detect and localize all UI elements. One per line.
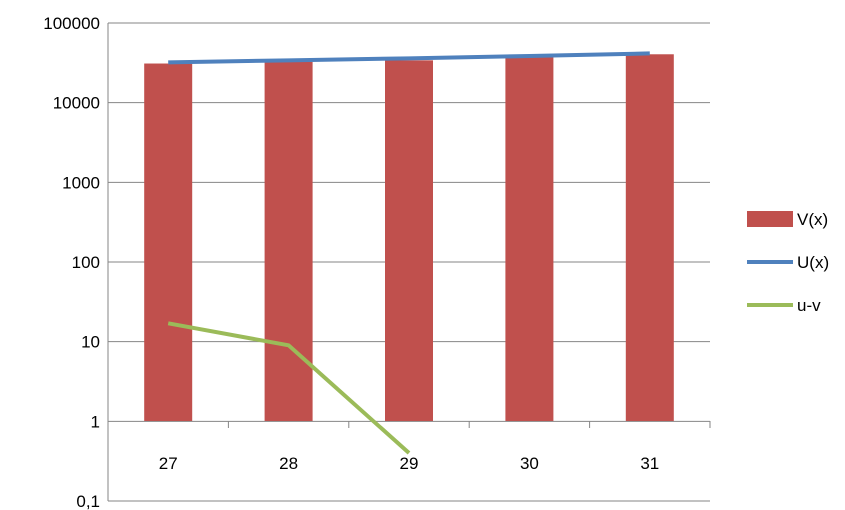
line-series-u-minus-v	[167, 321, 411, 455]
line-series	[167, 51, 650, 455]
x-axis-tick-labels: 27 28 29 30 31	[159, 454, 660, 473]
x-tick-label: 30	[520, 454, 539, 473]
y-axis-tick-labels: 0,1 1 10 100 1000 10000 100000	[43, 14, 100, 510]
bar-series-v	[144, 54, 674, 422]
legend-swatch-v	[747, 211, 793, 227]
bar-v-28	[264, 61, 313, 421]
legend: V(x) U(x) u-v	[747, 210, 829, 315]
axes	[107, 23, 711, 501]
x-tick-label: 28	[279, 454, 298, 473]
legend-label: V(x)	[797, 210, 828, 229]
y-tick-label: 10	[81, 333, 100, 352]
bar-v-27	[144, 63, 193, 422]
x-tick-label: 27	[159, 454, 178, 473]
y-tick-label: 100000	[43, 14, 100, 33]
bar-v-29	[385, 60, 433, 422]
bar-v-30	[505, 57, 554, 421]
line-series-u	[168, 51, 650, 65]
legend-label: U(x)	[797, 253, 829, 272]
y-tick-label: 100	[72, 253, 100, 272]
bar-v-31	[625, 54, 674, 421]
legend-label: u-v	[797, 296, 821, 315]
y-tick-label: 1	[91, 412, 100, 431]
x-tick-label: 31	[640, 454, 659, 473]
x-tick-label: 29	[400, 454, 419, 473]
y-tick-label: 0,1	[76, 492, 100, 510]
y-tick-label: 10000	[53, 94, 100, 113]
y-tick-label: 1000	[62, 173, 100, 192]
